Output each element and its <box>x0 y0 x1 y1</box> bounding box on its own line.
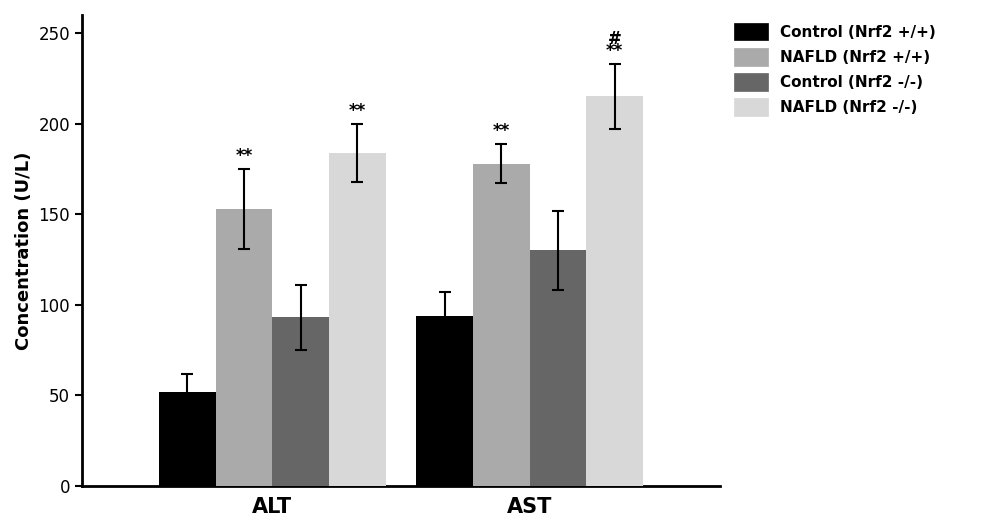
Text: **: ** <box>349 102 366 120</box>
Bar <box>473 163 530 486</box>
Bar <box>530 251 586 486</box>
Y-axis label: Concentration (U/L): Concentration (U/L) <box>15 151 33 350</box>
Bar <box>216 209 272 486</box>
Bar <box>329 153 386 486</box>
Text: #: # <box>608 30 621 47</box>
Text: **: ** <box>493 122 510 140</box>
Bar <box>416 315 473 486</box>
Bar <box>586 96 643 486</box>
Bar <box>272 318 329 486</box>
Text: **: ** <box>606 42 623 60</box>
Legend: Control (Nrf2 +/+), NAFLD (Nrf2 +/+), Control (Nrf2 -/-), NAFLD (Nrf2 -/-): Control (Nrf2 +/+), NAFLD (Nrf2 +/+), Co… <box>734 23 936 116</box>
Text: **: ** <box>235 147 253 165</box>
Bar <box>159 392 216 486</box>
